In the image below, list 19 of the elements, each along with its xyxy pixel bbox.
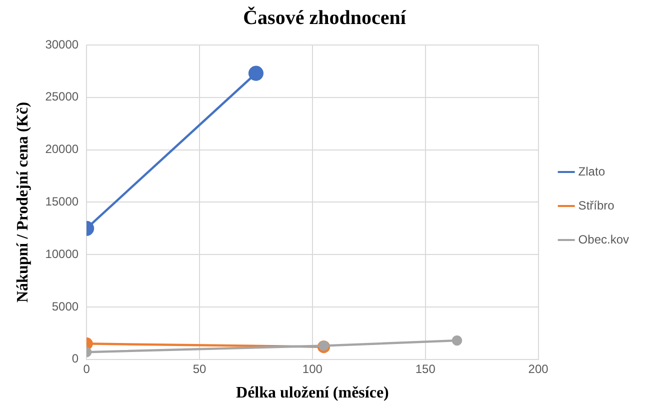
- y-tick-label: 0: [72, 352, 79, 366]
- legend-label: Zlato: [578, 164, 606, 178]
- x-tick-label: 100: [302, 362, 323, 376]
- point: [318, 340, 329, 351]
- x-tick-label: 50: [192, 362, 206, 376]
- y-tick-label: 15000: [45, 194, 79, 209]
- x-axis-title: Délka uložení (měsíce): [236, 384, 389, 402]
- x-tick-label: 150: [415, 362, 436, 376]
- x-tick-label: 200: [528, 362, 549, 376]
- y-tick-label: 5000: [52, 299, 79, 314]
- legend-label: Obec.kov: [578, 232, 630, 246]
- y-tick-label: 20000: [45, 142, 79, 156]
- y-axis-title: Nákupní / Prodejní cena (Kč): [14, 102, 32, 303]
- x-tick-label: 0: [83, 362, 90, 376]
- y-tick-label: 10000: [45, 246, 79, 261]
- y-tick-label: 25000: [45, 90, 79, 104]
- y-tick-label: 30000: [45, 37, 79, 52]
- legend-label: Stříbro: [578, 198, 615, 212]
- chart-title: Časové zhodnocení: [243, 6, 406, 30]
